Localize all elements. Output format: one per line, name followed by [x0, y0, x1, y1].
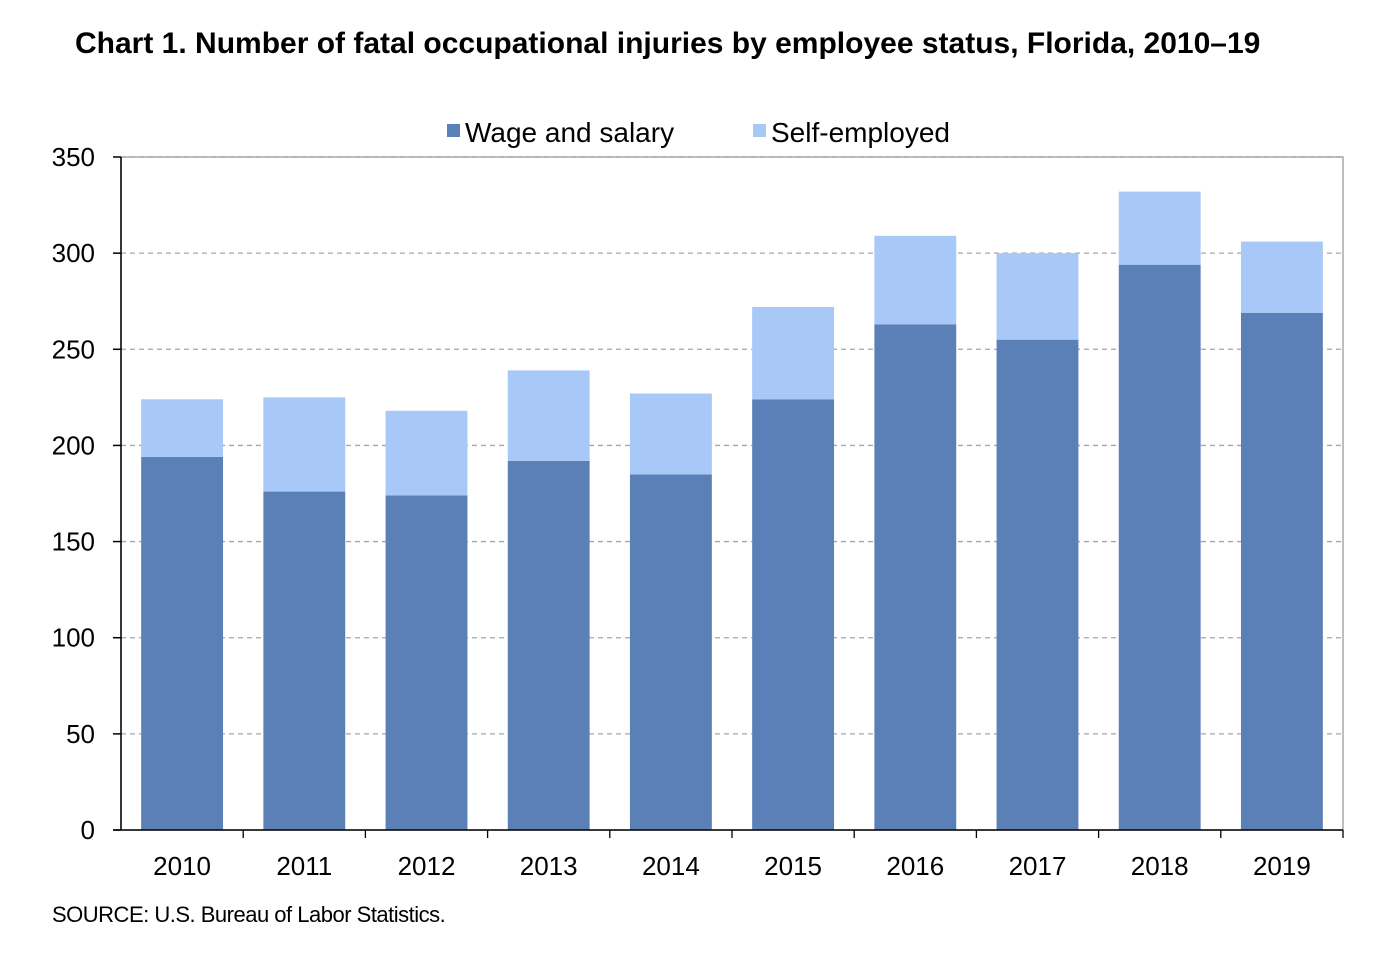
x-tick-label: 2010 — [153, 851, 211, 881]
bar-self-employed-2016 — [874, 235, 957, 325]
x-tick-label: 2016 — [886, 851, 944, 881]
bar-wage-and-salary-2015 — [752, 399, 835, 830]
y-tick-label: 0 — [81, 815, 95, 845]
legend-swatch-self-employed — [753, 124, 766, 137]
legend-swatch-wage-and-salary — [447, 124, 460, 137]
bar-self-employed-2011 — [263, 397, 346, 492]
y-tick-label: 250 — [52, 334, 95, 364]
bar-wage-and-salary-2019 — [1240, 312, 1323, 830]
bar-wage-and-salary-2010 — [141, 456, 224, 830]
chart-title: Chart 1. Number of fatal occupational in… — [75, 27, 1261, 60]
bar-wage-and-salary-2014 — [629, 474, 712, 830]
x-tick-label: 2011 — [276, 851, 332, 881]
x-tick-label: 2015 — [764, 851, 822, 881]
bar-wage-and-salary-2018 — [1118, 264, 1201, 830]
x-tick-label: 2013 — [520, 851, 578, 881]
bar-self-employed-2015 — [752, 306, 835, 400]
legend-label-wage-and-salary: Wage and salary — [465, 117, 674, 148]
y-tick-label: 200 — [52, 430, 95, 460]
bar-self-employed-2014 — [629, 393, 712, 475]
legend-label-self-employed: Self-employed — [771, 117, 950, 148]
bar-self-employed-2010 — [141, 399, 224, 457]
y-tick-label: 150 — [52, 527, 95, 557]
x-tick-label: 2018 — [1131, 851, 1189, 881]
bar-self-employed-2013 — [507, 370, 590, 461]
y-tick-labels: 0 50 100 150 200 250 300 350 — [52, 142, 95, 845]
x-tick-label: 2017 — [1009, 851, 1067, 881]
bars — [141, 191, 1323, 830]
legend: Wage and salary Self-employed — [447, 117, 950, 148]
y-tick-label: 300 — [52, 238, 95, 268]
x-tick-label: 2014 — [642, 851, 700, 881]
bar-wage-and-salary-2016 — [874, 324, 957, 830]
y-tick-label: 50 — [66, 719, 95, 749]
x-tick-label: 2019 — [1253, 851, 1311, 881]
bar-wage-and-salary-2012 — [385, 495, 468, 830]
bar-self-employed-2018 — [1118, 191, 1201, 265]
y-tick-label: 100 — [52, 623, 95, 653]
bar-self-employed-2019 — [1240, 241, 1323, 313]
x-tick-labels: 2010 2011 2012 2013 2014 2015 2016 2017 2018 2019 — [153, 851, 1311, 881]
stacked-bar-chart: Wage and salary Self-employed 0 50 100 150 20… — [52, 117, 1344, 881]
axes — [113, 156, 1344, 838]
bar-wage-and-salary-2011 — [263, 491, 346, 830]
x-tick-label: 2012 — [398, 851, 456, 881]
y-tick-label: 350 — [52, 142, 95, 172]
bar-wage-and-salary-2013 — [507, 460, 590, 830]
source-note: SOURCE: U.S. Bureau of Labor Statistics. — [52, 902, 446, 927]
bar-wage-and-salary-2017 — [996, 339, 1079, 830]
bar-self-employed-2012 — [385, 410, 468, 496]
bar-self-employed-2017 — [996, 253, 1079, 340]
